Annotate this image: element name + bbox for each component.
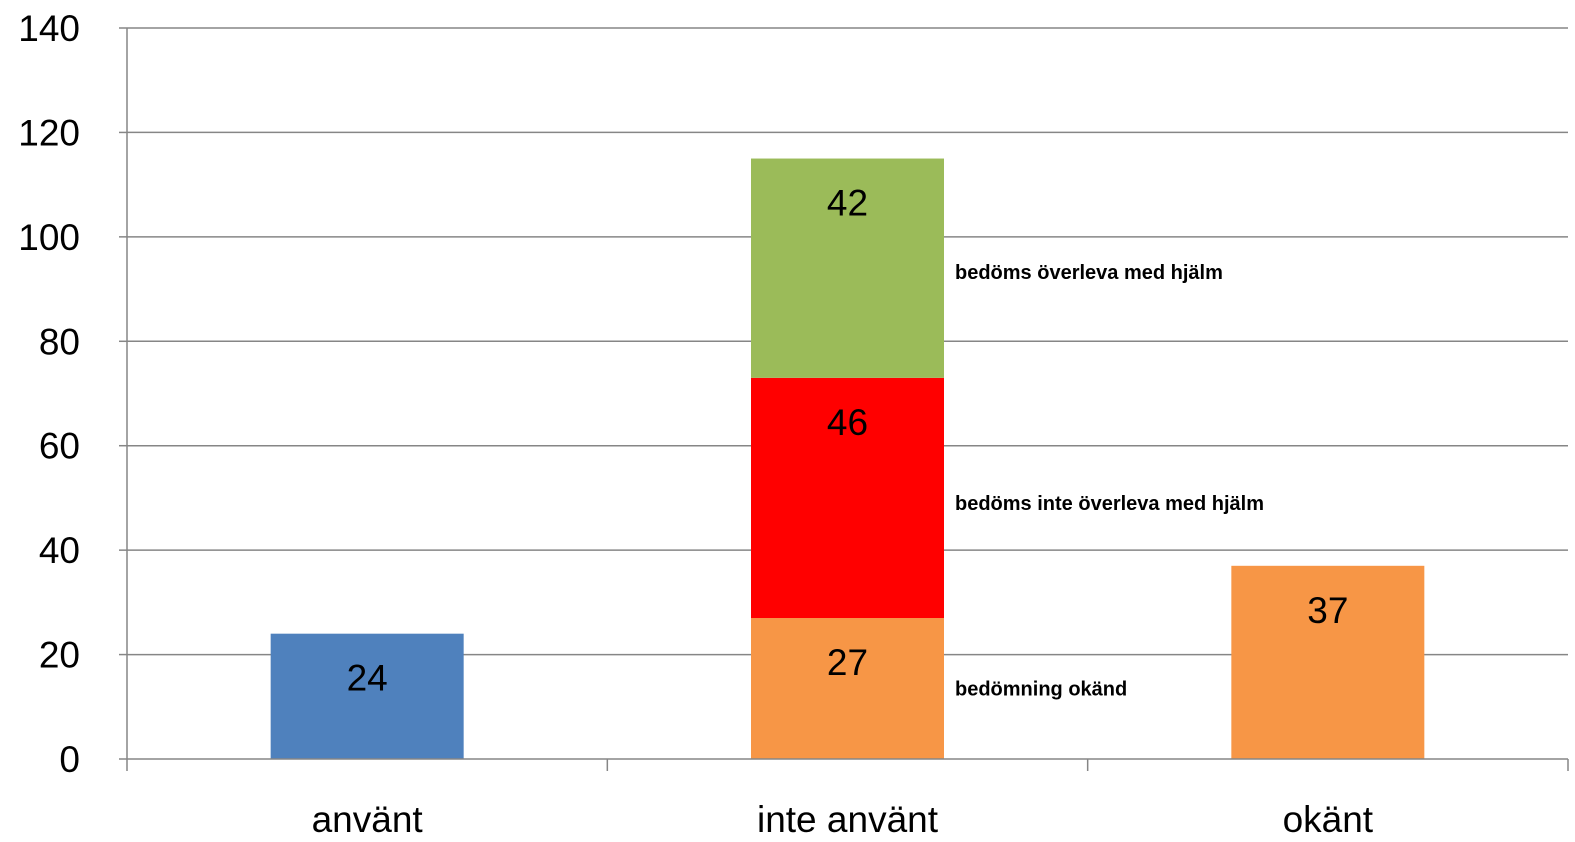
data-label: 37	[1307, 590, 1348, 631]
axis-layer	[119, 27, 1569, 771]
y-tick-label: 60	[39, 426, 80, 467]
annotation-label: bedöms överleva med hjälm	[955, 262, 1223, 284]
bar-segment	[751, 158, 944, 378]
bar-segment	[1231, 565, 1425, 759]
y-tick-label: 120	[18, 112, 80, 153]
bar-segment	[751, 377, 944, 619]
data-label: 24	[347, 658, 388, 699]
bar-segment	[270, 633, 464, 759]
category-label: okänt	[1283, 799, 1374, 840]
data-label: 46	[827, 402, 868, 443]
bar-segment	[751, 618, 944, 759]
y-tick-label: 100	[18, 217, 80, 258]
annotation-label: bedömning okänd	[955, 679, 1127, 701]
category-label: använt	[312, 799, 424, 840]
y-tick-label: 140	[18, 8, 80, 49]
y-tick-label: 20	[39, 635, 80, 676]
category-label: inte använt	[757, 799, 939, 840]
y-tick-label: 0	[59, 739, 80, 780]
y-tick-label: 40	[39, 530, 80, 571]
annotation-label: bedöms inte överleva med hjälm	[955, 493, 1264, 515]
label-layer: 0 20 40 60 80 100 120 140 24 27 37 46 42 använt inte a…	[18, 8, 1374, 840]
y-tick-label: 80	[39, 321, 80, 362]
bar-layer	[270, 158, 1425, 759]
data-label: 27	[827, 642, 868, 683]
data-label: 42	[827, 183, 868, 224]
